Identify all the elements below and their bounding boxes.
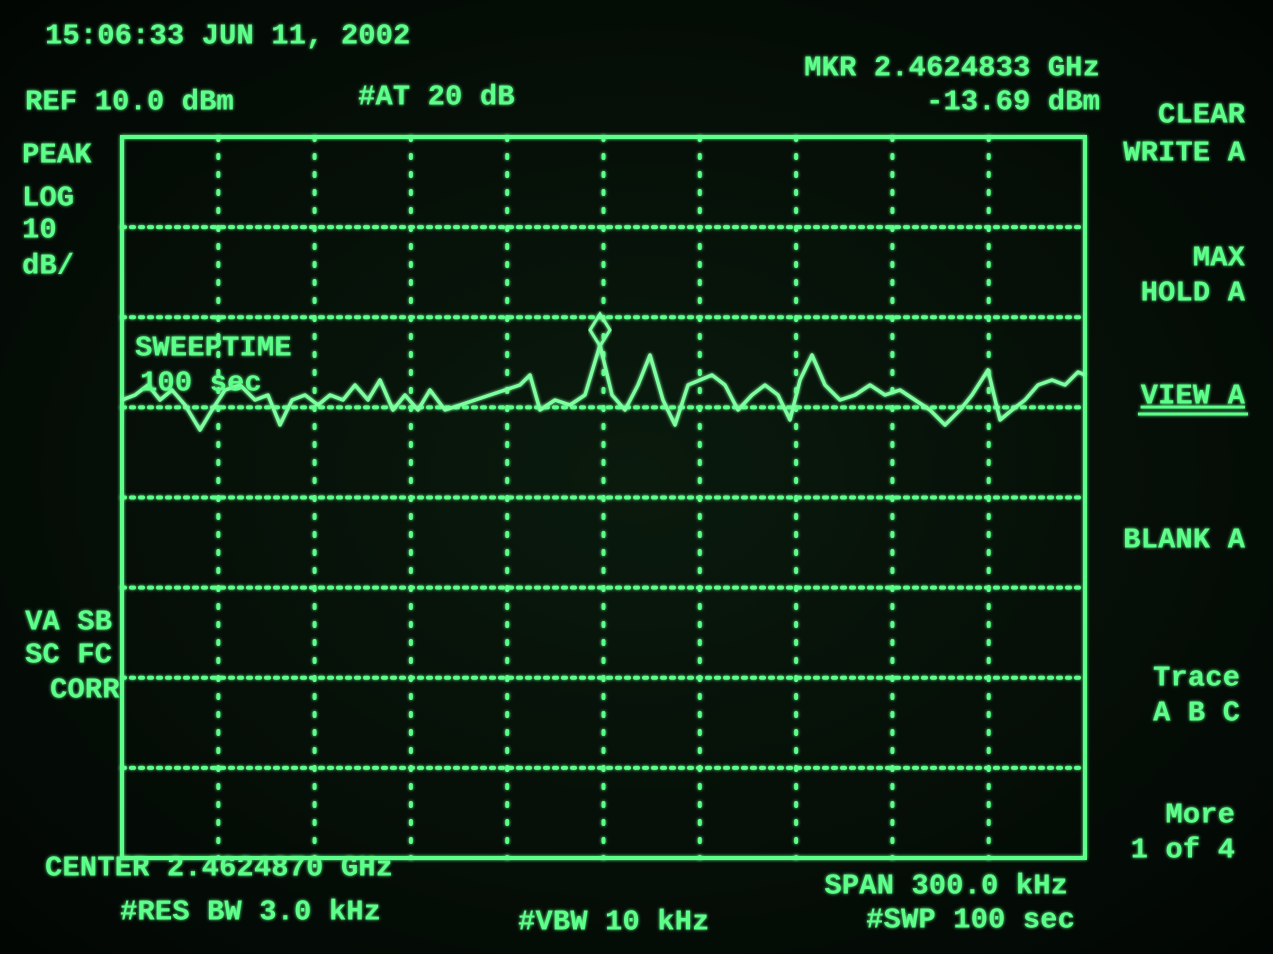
marker-level: -13.69 dBm bbox=[926, 86, 1100, 119]
status: SC FC bbox=[25, 639, 112, 672]
attenuation: #AT 20 dB bbox=[358, 81, 515, 114]
scale-mode: LOG bbox=[22, 182, 74, 215]
sweep-time: #SWP 100 sec bbox=[866, 904, 1075, 937]
softkey-label[interactable]: MAX bbox=[1193, 242, 1246, 275]
timestamp: 15:06:33 JUN 11, 2002 bbox=[45, 20, 410, 53]
softkey-label[interactable]: WRITE A bbox=[1123, 137, 1245, 170]
text-layer: 15:06:33 JUN 11, 2002 REF 10.0 dBm #AT 2… bbox=[22, 20, 1248, 939]
softkey-label[interactable]: CLEAR bbox=[1158, 99, 1246, 132]
trace-a bbox=[121, 343, 1086, 432]
scale-value: 10 bbox=[22, 214, 57, 247]
scale-unit: dB/ bbox=[22, 250, 74, 283]
softkey-label[interactable]: More bbox=[1165, 799, 1235, 832]
softkey-label[interactable]: Trace bbox=[1153, 662, 1240, 695]
resolution-bandwidth: #RES BW 3.0 kHz bbox=[120, 896, 381, 929]
video-bandwidth: #VBW 10 kHz bbox=[518, 906, 709, 939]
softkey-label[interactable]: VIEW A bbox=[1141, 380, 1246, 413]
softkey-label[interactable]: BLANK A bbox=[1123, 524, 1245, 557]
marker-frequency: MKR 2.4624833 GHz bbox=[804, 52, 1100, 85]
softkey-label[interactable]: HOLD A bbox=[1141, 277, 1246, 310]
softkey-label[interactable]: 1 of 4 bbox=[1131, 834, 1235, 867]
span: SPAN 300.0 kHz bbox=[824, 870, 1068, 903]
softkey-label[interactable]: A B C bbox=[1153, 697, 1240, 730]
detector: PEAK bbox=[22, 139, 92, 172]
status: CORR bbox=[50, 674, 120, 707]
sweeptime-value: 100 sec bbox=[140, 367, 262, 400]
ref-level: REF 10.0 dBm bbox=[25, 86, 234, 119]
sweeptime-label: SWEEPTIME bbox=[135, 332, 292, 365]
marker bbox=[588, 311, 612, 349]
graticule-frame bbox=[120, 135, 1087, 860]
status: VA SB bbox=[25, 606, 112, 639]
center-frequency: CENTER 2.4624870 GHz bbox=[45, 852, 393, 885]
